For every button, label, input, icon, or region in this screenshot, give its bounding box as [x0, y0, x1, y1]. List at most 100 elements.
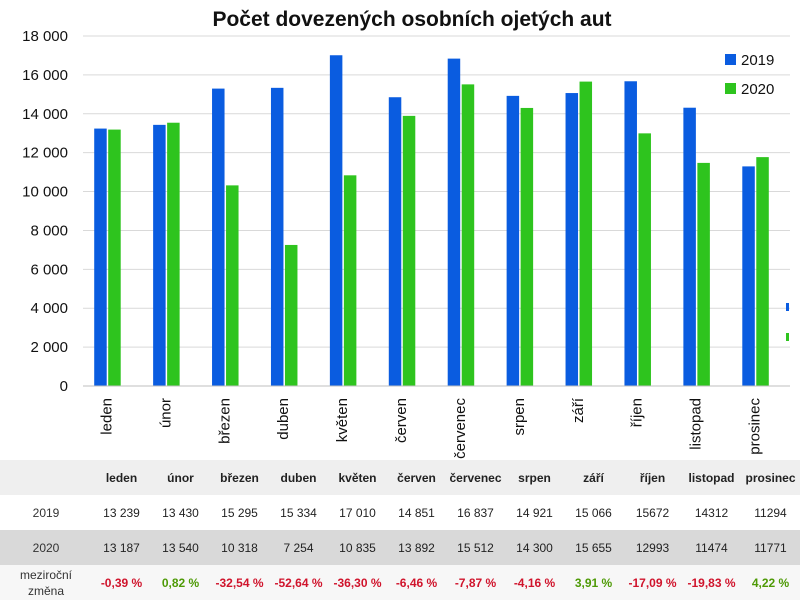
x-tick-label: duben	[275, 398, 292, 440]
table-cell: 7 254	[269, 530, 328, 565]
legend-swatch-2020	[725, 83, 736, 94]
table-cell: 11294	[741, 495, 800, 530]
table-header-cell: únor	[151, 460, 210, 495]
table-header-cell: říjen	[623, 460, 682, 495]
table-change-row: meziroční změna -0,39 % 0,82 % -32,54 % -52,6…	[0, 565, 800, 600]
table-cell: 10 318	[210, 530, 269, 565]
table-cell: 12993	[623, 530, 682, 565]
table-cell: 15 334	[269, 495, 328, 530]
y-tick-label: 10 000	[22, 184, 68, 201]
x-tick-label: září	[570, 397, 587, 423]
table-cell: 13 187	[92, 530, 151, 565]
bar-2020	[226, 185, 239, 386]
x-tick-label: srpen	[511, 398, 528, 436]
x-tick-label: únor	[157, 398, 174, 428]
table-cell: 13 540	[151, 530, 210, 565]
table-cell: 11474	[682, 530, 741, 565]
y-tick-label: 12 000	[22, 145, 68, 162]
bar-2020	[108, 129, 121, 386]
table-cell: 13 239	[92, 495, 151, 530]
bar-2019	[212, 88, 225, 386]
data-table: leden únor březen duben květen červen červenec…	[0, 460, 800, 600]
y-tick-label: 0	[60, 378, 68, 395]
table-cell: 14 921	[505, 495, 564, 530]
bar-2020	[343, 175, 357, 386]
table-change-cell: -17,09 %	[623, 565, 682, 600]
table-header-cell: květen	[328, 460, 387, 495]
table-change-cell: -32,54 %	[210, 565, 269, 600]
table-header-cell: listopad	[682, 460, 741, 495]
table-change-cell: 0,82 %	[151, 565, 210, 600]
table-cell: 15 066	[564, 495, 623, 530]
y-tick-label: 18 000	[22, 28, 68, 45]
table-change-cell: -7,87 %	[446, 565, 505, 600]
x-tick-label: leden	[98, 398, 115, 435]
x-tick-label: říjen	[629, 398, 646, 427]
bar-2020	[638, 133, 651, 386]
x-tick-label: červenec	[452, 398, 469, 459]
table-row-label: 2019	[0, 495, 92, 530]
y-tick-label: 14 000	[22, 106, 68, 123]
table-cell: 15 655	[564, 530, 623, 565]
table-cell: 14 300	[505, 530, 564, 565]
bar-2019	[624, 81, 637, 387]
edge-mark	[786, 333, 789, 341]
table-change-cell: 4,22 %	[741, 565, 800, 600]
x-tick-label: červen	[393, 398, 410, 443]
table-header-cell: září	[564, 460, 623, 495]
x-tick-label: březen	[216, 398, 233, 444]
table-change-cell: 3,91 %	[564, 565, 623, 600]
legend-label-2020: 2020	[741, 81, 774, 98]
bar-2019	[565, 93, 579, 387]
bar-2019	[447, 58, 461, 386]
table-header-cell: červenec	[446, 460, 505, 495]
bar-2020	[697, 162, 710, 386]
table-cell: 15 512	[446, 530, 505, 565]
table-cell: 14 851	[387, 495, 446, 530]
bar-2020	[402, 115, 416, 386]
y-tick-label: 2 000	[30, 339, 68, 356]
bar-2020	[756, 157, 769, 386]
y-tick-label: 16 000	[22, 67, 68, 84]
table-header-row: leden únor březen duben květen červen červenec…	[0, 460, 800, 495]
table-cell: 16 837	[446, 495, 505, 530]
x-tick-label: listopad	[688, 398, 705, 450]
bar-2020	[461, 84, 475, 386]
bar-2019	[683, 107, 696, 386]
table-cell: 15 295	[210, 495, 269, 530]
legend-label-2019: 2019	[741, 52, 774, 69]
table-header-cell: březen	[210, 460, 269, 495]
y-tick-label: 8 000	[30, 222, 68, 239]
table-corner-cell	[0, 460, 92, 495]
table-change-cell: -0,39 %	[92, 565, 151, 600]
table-change-cell: -6,46 %	[387, 565, 446, 600]
table-header-cell: leden	[92, 460, 151, 495]
table-header-cell: duben	[269, 460, 328, 495]
table-change-cell: -19,83 %	[682, 565, 741, 600]
table-row-label: meziroční změna	[0, 565, 92, 600]
bar-2019	[94, 128, 107, 386]
table-row: 2019 13 239 13 430 15 295 15 334 17 010 14 851…	[0, 495, 800, 530]
bar-2019	[506, 95, 520, 386]
bar-2020	[284, 244, 298, 386]
chart: Počet dovezených osobních ojetých aut 0 2 …	[22, 8, 790, 459]
table-row: 2020 13 187 13 540 10 318 7 254 10 835 13 892 1…	[0, 530, 800, 565]
table-cell: 15672	[623, 495, 682, 530]
legend-swatch-2019	[725, 54, 736, 65]
bar-2019	[388, 97, 402, 386]
y-tick-label: 4 000	[30, 300, 68, 317]
bar-2019	[270, 87, 284, 386]
bar-2019	[329, 55, 343, 386]
table-change-cell: -4,16 %	[505, 565, 564, 600]
change-label-line: meziroční	[19, 567, 72, 582]
x-tick-label: květen	[334, 398, 351, 442]
table-cell: 14312	[682, 495, 741, 530]
table-header-cell: červen	[387, 460, 446, 495]
table-row-label: 2020	[0, 530, 92, 565]
table-cell: 17 010	[328, 495, 387, 530]
table-header-cell: srpen	[505, 460, 564, 495]
bar-2019	[742, 166, 755, 386]
bar-2020	[579, 81, 593, 386]
change-label-line: změna	[27, 583, 65, 598]
table-header-cell: prosinec	[741, 460, 800, 495]
